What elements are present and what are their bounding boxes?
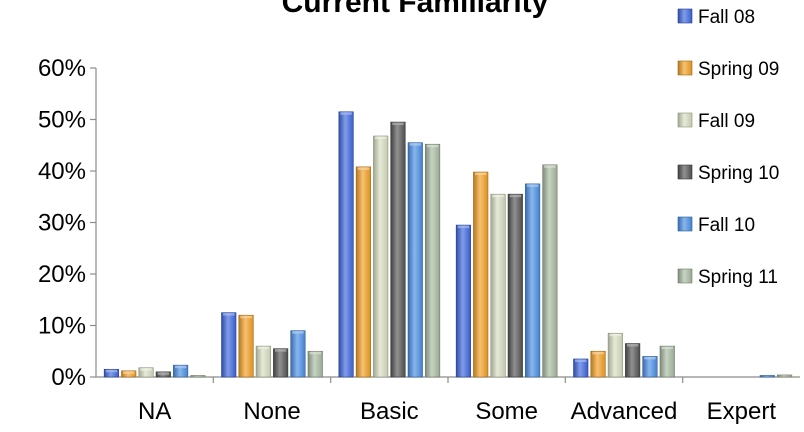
bar-highlight: [474, 172, 487, 176]
legend-label: Fall 10: [698, 215, 755, 236]
y-tick-label: 0%: [51, 364, 86, 391]
y-axis: 0% 10% 20% 30% 40% 50% 60%: [38, 55, 97, 391]
bar-highlight: [609, 333, 622, 337]
bar: [777, 374, 793, 378]
bar: [455, 224, 471, 378]
bar: [490, 193, 506, 378]
legend-swatch: [677, 112, 693, 128]
bar-highlight: [274, 349, 287, 352]
bar: [355, 166, 371, 378]
bar-highlight: [661, 346, 673, 350]
bar: [307, 350, 323, 378]
bar: [273, 348, 289, 378]
bar: [290, 330, 306, 378]
bar: [759, 375, 775, 378]
bar-highlight: [223, 313, 235, 316]
bar-highlight: [526, 184, 539, 187]
legend-item: Fall 10: [677, 215, 755, 236]
bar: [607, 332, 623, 378]
bar: [642, 356, 658, 378]
bar-highlight: [644, 356, 656, 360]
bar-highlight: [292, 331, 304, 334]
legend-item: Fall 08: [677, 7, 755, 28]
bar: [659, 345, 675, 378]
legend-swatch: [677, 60, 693, 76]
legend-label: Spring 09: [698, 59, 779, 80]
legend-label: Spring 10: [698, 163, 779, 184]
legend-swatch: [677, 268, 693, 284]
x-tick-label: None: [243, 398, 300, 425]
bar-highlight: [140, 368, 152, 371]
bar-highlight: [426, 144, 439, 148]
y-tick-label: 20%: [38, 261, 86, 288]
x-axis: NA None Basic Some Advanced Expert: [96, 376, 800, 425]
bars: [103, 111, 793, 378]
bar: [407, 142, 423, 378]
bar-highlight: [592, 351, 604, 355]
bar-highlight: [122, 371, 135, 374]
legend-item: Spring 09: [677, 59, 779, 80]
bar-highlight: [626, 344, 639, 347]
bar-highlight: [309, 351, 321, 355]
bar-highlight: [457, 225, 470, 229]
x-tick-label: Some: [475, 398, 538, 425]
legend: Fall 08 Spring 09 Fall 09 Spring 10 Fall 10 S…: [677, 7, 779, 288]
bar-highlight: [340, 112, 352, 115]
bar-highlight: [409, 143, 422, 146]
bar: [138, 367, 154, 378]
x-tick-label: Expert: [707, 398, 777, 425]
bar-highlight: [357, 167, 370, 170]
bar: [255, 345, 271, 378]
bar-highlight: [257, 346, 270, 350]
legend-swatch: [677, 216, 693, 232]
bar-highlight: [240, 315, 252, 319]
bar: [573, 358, 589, 378]
legend-swatch: [677, 8, 693, 24]
bar: [525, 183, 541, 378]
x-tick-label: Basic: [360, 398, 419, 425]
chart-title: Current Familiarity: [282, 0, 549, 19]
y-tick-label: 10%: [38, 313, 86, 340]
bar: [542, 164, 558, 378]
bar: [425, 143, 441, 378]
bar: [173, 364, 189, 378]
bar: [190, 375, 206, 378]
bar-highlight: [392, 122, 404, 126]
bar: [373, 135, 389, 378]
legend-label: Spring 11: [698, 267, 778, 288]
legend-item: Spring 11: [677, 267, 778, 288]
bar: [625, 343, 641, 378]
bar: [221, 312, 237, 378]
bar: [121, 370, 137, 378]
bar-highlight: [105, 369, 118, 373]
legend-item: Fall 09: [677, 111, 755, 132]
bar-highlight: [374, 136, 387, 139]
legend-item: Spring 10: [677, 163, 779, 184]
bar-highlight: [157, 372, 170, 375]
legend-label: Fall 09: [698, 111, 755, 132]
y-tick-label: 50%: [38, 107, 86, 134]
bar: [473, 171, 489, 378]
bar-highlight: [509, 194, 522, 198]
bar-highlight: [174, 365, 187, 369]
bar: [103, 368, 119, 378]
y-tick-label: 30%: [38, 210, 86, 237]
bar: [390, 121, 406, 378]
bar: [238, 314, 254, 378]
bar: [338, 111, 354, 378]
legend-swatch: [677, 164, 693, 180]
bar-highlight: [544, 165, 556, 168]
x-tick-label: NA: [138, 398, 171, 425]
y-tick-label: 60%: [38, 55, 86, 82]
bar: [590, 350, 606, 378]
bar-highlight: [492, 194, 504, 198]
bar: [507, 193, 523, 378]
y-tick-label: 40%: [38, 158, 86, 185]
x-tick-label: Advanced: [571, 398, 678, 425]
legend-label: Fall 08: [698, 7, 755, 28]
bar-highlight: [575, 359, 587, 362]
